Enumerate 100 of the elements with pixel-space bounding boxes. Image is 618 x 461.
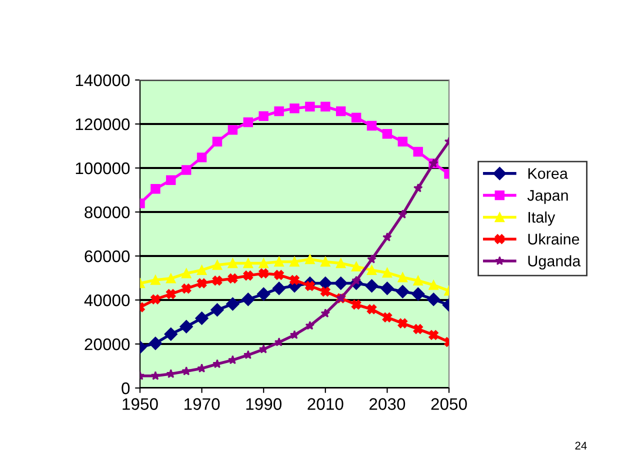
point bbox=[396, 285, 410, 298]
point bbox=[258, 344, 268, 354]
point bbox=[150, 371, 160, 380]
y-tick-label: 0 bbox=[122, 382, 130, 394]
point bbox=[305, 254, 315, 264]
point bbox=[398, 210, 408, 218]
point bbox=[182, 366, 192, 376]
point bbox=[334, 276, 348, 290]
point bbox=[305, 320, 315, 330]
point bbox=[257, 287, 270, 301]
point bbox=[148, 336, 162, 350]
point bbox=[380, 282, 394, 295]
point bbox=[366, 304, 377, 314]
point bbox=[243, 270, 254, 280]
point bbox=[258, 258, 268, 268]
text: 24 bbox=[575, 442, 587, 450]
point bbox=[274, 270, 284, 280]
point bbox=[413, 183, 423, 192]
y-tick-label: 20000 bbox=[84, 338, 130, 350]
point bbox=[336, 106, 346, 116]
point bbox=[320, 102, 330, 112]
y-tick-label: 140000 bbox=[76, 74, 130, 86]
point bbox=[181, 165, 192, 175]
x-tick-label: 1990 bbox=[246, 398, 282, 410]
point bbox=[258, 268, 268, 278]
point bbox=[196, 152, 207, 162]
x-tick-label: 1950 bbox=[122, 398, 158, 410]
point bbox=[290, 275, 300, 285]
x-tick-label: 1970 bbox=[184, 398, 220, 410]
x-tick-label: 2010 bbox=[308, 398, 344, 410]
x-tick-label: 2050 bbox=[431, 398, 467, 410]
point bbox=[210, 303, 224, 316]
y-tick-label: 40000 bbox=[84, 294, 130, 306]
point bbox=[320, 308, 330, 318]
point bbox=[181, 284, 192, 294]
point bbox=[150, 294, 160, 304]
point bbox=[413, 324, 423, 334]
point bbox=[242, 292, 255, 306]
point bbox=[365, 279, 378, 293]
legend-label: Italy bbox=[528, 211, 556, 226]
y-tick-label: 100000 bbox=[76, 162, 130, 174]
point bbox=[228, 125, 238, 135]
point bbox=[226, 297, 240, 311]
point bbox=[305, 102, 315, 112]
point bbox=[272, 282, 286, 295]
point bbox=[243, 258, 254, 268]
legend-label: Korea bbox=[528, 168, 568, 179]
point bbox=[258, 111, 268, 121]
point bbox=[243, 117, 254, 128]
y-tick-label: 120000 bbox=[76, 118, 130, 130]
point bbox=[426, 292, 440, 306]
point bbox=[318, 276, 332, 290]
point bbox=[181, 268, 192, 278]
point bbox=[382, 312, 392, 322]
point bbox=[382, 232, 392, 242]
point bbox=[180, 320, 193, 334]
point bbox=[150, 184, 160, 194]
point bbox=[274, 256, 284, 267]
point bbox=[196, 265, 207, 275]
point bbox=[413, 276, 423, 286]
point bbox=[274, 337, 284, 346]
point bbox=[166, 175, 176, 185]
point bbox=[320, 286, 330, 296]
legend-label: Japan bbox=[527, 190, 568, 204]
point bbox=[212, 136, 222, 146]
point bbox=[228, 258, 238, 268]
point bbox=[412, 287, 425, 301]
point bbox=[290, 104, 300, 114]
point bbox=[398, 318, 408, 328]
point bbox=[398, 272, 408, 282]
point bbox=[428, 330, 438, 340]
point bbox=[366, 120, 377, 131]
point bbox=[382, 129, 392, 139]
point bbox=[351, 262, 362, 272]
point bbox=[243, 350, 253, 360]
point bbox=[212, 260, 222, 270]
y-tick-label: 80000 bbox=[84, 206, 130, 218]
point bbox=[228, 274, 238, 284]
point bbox=[366, 265, 377, 275]
point bbox=[290, 256, 300, 267]
x-tick-label: 2030 bbox=[370, 398, 406, 410]
point bbox=[166, 289, 176, 299]
point bbox=[336, 258, 346, 268]
point bbox=[320, 256, 330, 267]
point bbox=[196, 278, 207, 288]
legend-label: Ukraine bbox=[528, 233, 580, 245]
point bbox=[367, 254, 376, 264]
point bbox=[195, 312, 208, 325]
y-tick-label: 60000 bbox=[84, 250, 130, 262]
legend-label: Uganda bbox=[528, 255, 581, 270]
point bbox=[382, 268, 392, 278]
point bbox=[164, 328, 178, 341]
point bbox=[290, 330, 300, 340]
point bbox=[428, 280, 438, 290]
point bbox=[351, 300, 362, 310]
point bbox=[351, 112, 362, 122]
point bbox=[274, 106, 284, 116]
point bbox=[166, 274, 176, 284]
point bbox=[398, 136, 408, 146]
point bbox=[413, 146, 423, 157]
